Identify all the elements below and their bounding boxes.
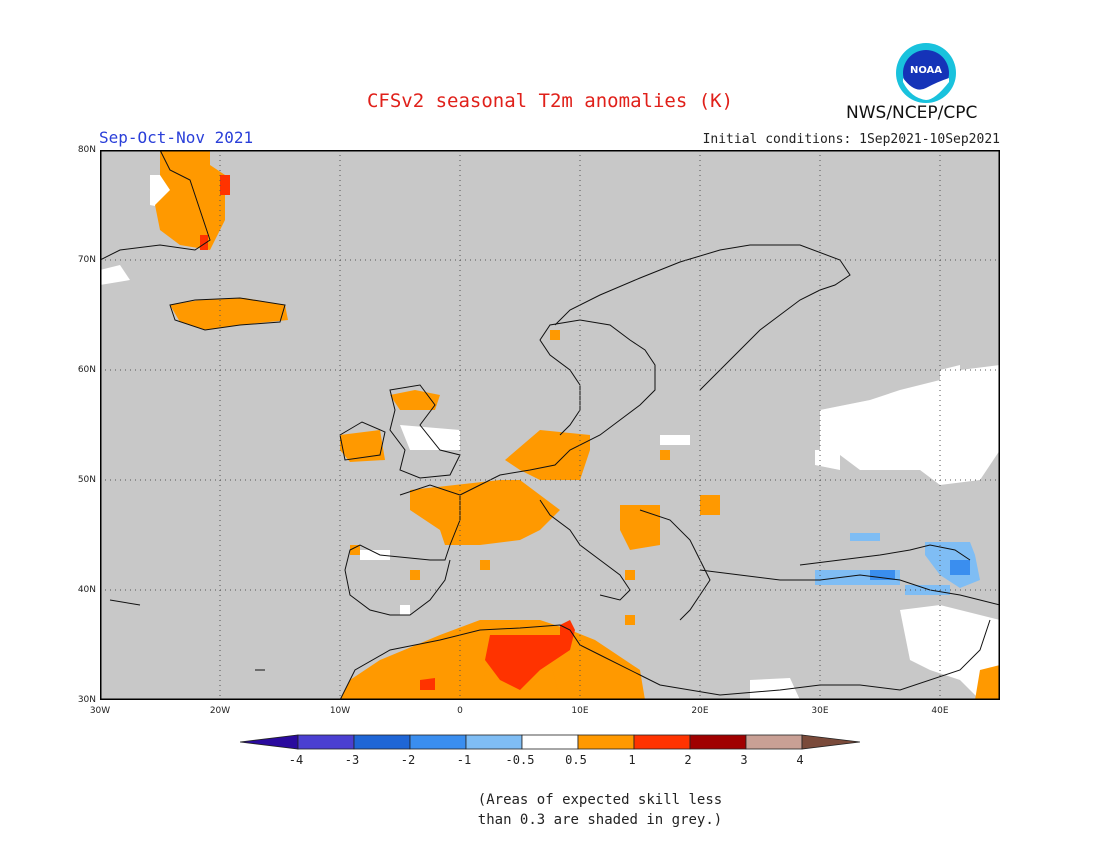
map-title: CFSv2 seasonal T2m anomalies (K) xyxy=(366,90,734,112)
color-scale-bar xyxy=(240,734,860,750)
lon-label: 30E xyxy=(811,706,829,716)
lon-label: 40E xyxy=(931,706,949,716)
scale-cell xyxy=(633,734,691,750)
lon-label: 20E xyxy=(691,706,709,716)
noaa-logo-text: NOAA xyxy=(910,65,942,76)
scale-cell xyxy=(745,734,803,750)
scale-label: -4 xyxy=(288,753,304,767)
scale-label: -0.5 xyxy=(505,753,535,767)
scale-cell xyxy=(465,734,523,750)
above-normal-strong-areas xyxy=(200,175,575,690)
lon-label: 20W xyxy=(209,706,231,716)
scale-cell xyxy=(577,734,635,750)
scale-label: -2 xyxy=(400,753,416,767)
lon-label: 10W xyxy=(329,706,351,716)
lat-label: 30N xyxy=(77,695,96,705)
scale-cell xyxy=(521,734,579,750)
lon-label: 10E xyxy=(571,706,589,716)
noaa-logo: NOAA xyxy=(896,43,956,103)
gridlines xyxy=(100,150,1000,700)
scale-label: -3 xyxy=(344,753,360,767)
scale-label: 2 xyxy=(684,753,692,767)
scale-cell xyxy=(353,734,411,750)
lon-label: 0 xyxy=(457,706,463,716)
map-border xyxy=(100,150,1000,700)
scale-arrow-high xyxy=(801,734,860,750)
skill-footnote: (Areas of expected skill less than 0.3 a… xyxy=(477,792,723,828)
lon-label: 30W xyxy=(89,706,111,716)
forecast-period: Sep-Oct-Nov 2021 xyxy=(99,128,254,147)
scale-label: 0.5 xyxy=(565,753,587,767)
lat-label: 70N xyxy=(77,255,96,265)
lat-label: 50N xyxy=(77,475,96,485)
organization-label: NWS/NCEP/CPC xyxy=(846,103,978,123)
scale-label: 3 xyxy=(740,753,748,767)
scale-cell xyxy=(297,734,355,750)
scale-cell xyxy=(689,734,747,750)
scale-label: 1 xyxy=(628,753,636,767)
lat-label: 40N xyxy=(77,585,96,595)
initial-conditions: Initial conditions: 1Sep2021-10Sep2021 xyxy=(702,132,1000,147)
scale-label: -1 xyxy=(456,753,472,767)
scale-arrow-low xyxy=(240,734,299,750)
scale-cell xyxy=(409,734,467,750)
lat-label: 60N xyxy=(77,365,96,375)
scale-label: 4 xyxy=(796,753,804,767)
lat-label: 80N xyxy=(77,145,96,155)
anomaly-map xyxy=(100,150,1000,700)
